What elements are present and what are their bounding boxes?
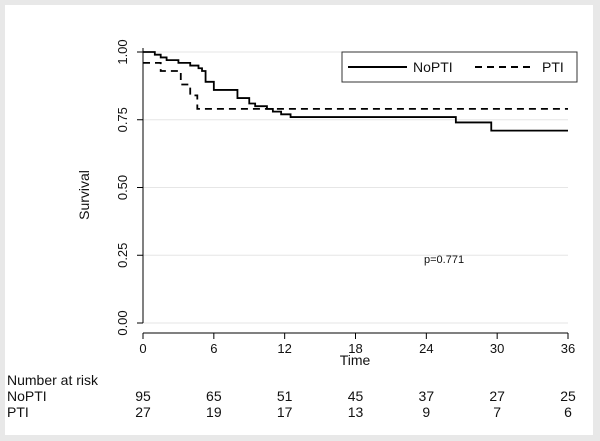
x-tick-label: 6 — [210, 341, 217, 356]
risk-value-NoPTI: 25 — [560, 388, 576, 404]
risk-value-PTI: 17 — [277, 404, 293, 420]
km-figure: 0.00 0.25 0.50 0.75 1.00 0 6 12 18 24 30 36 Surviva… — [5, 5, 593, 435]
y-tick-label: 0.50 — [115, 175, 130, 200]
y-tick-label: 0.25 — [115, 243, 130, 268]
legend-label-noPTI: NoPTI — [413, 59, 453, 75]
survival-curve-NoPTI — [143, 51, 568, 132]
x-tick-label: 0 — [139, 341, 146, 356]
grid-lines — [143, 51, 568, 324]
legend: NoPTI PTI — [341, 51, 578, 83]
y-tick-label: 1.00 — [115, 39, 130, 64]
risk-table-title: Number at risk — [7, 372, 99, 388]
risk-value-PTI: 6 — [564, 404, 572, 420]
risk-value-NoPTI: 65 — [206, 388, 222, 404]
survival-curves — [143, 51, 568, 132]
x-axis-title: Time — [340, 352, 371, 368]
risk-value-PTI: 27 — [135, 404, 151, 420]
x-tick-label: 12 — [277, 341, 291, 356]
legend-label-PTI: PTI — [542, 59, 564, 75]
x-tick-label: 24 — [419, 341, 433, 356]
risk-value-PTI: 13 — [348, 404, 364, 420]
risk-table: Number at risk NoPTI PTI 95 65 51 45 37 27 25 2… — [7, 372, 576, 420]
risk-value-NoPTI: 27 — [489, 388, 505, 404]
x-tick-label: 18 — [348, 341, 362, 356]
x-tick-label: 36 — [561, 341, 575, 356]
risk-value-NoPTI: 51 — [277, 388, 293, 404]
p-value-annotation: p=0.771 — [424, 254, 464, 266]
risk-values: 95 65 51 45 37 27 25 27 19 17 13 9 7 6 — [135, 388, 576, 420]
risk-value-NoPTI: 95 — [135, 388, 151, 404]
risk-value-PTI: 9 — [422, 404, 430, 420]
risk-value-NoPTI: 45 — [348, 388, 364, 404]
x-tick-label: 30 — [490, 341, 504, 356]
risk-value-PTI: 7 — [493, 404, 501, 420]
y-tick-label: 0.75 — [115, 107, 130, 132]
km-chart: 0.00 0.25 0.50 0.75 1.00 0 6 12 18 24 30 36 Surviva… — [7, 39, 578, 420]
risk-row-label-noPTI: NoPTI — [7, 388, 47, 404]
risk-value-PTI: 19 — [206, 404, 222, 420]
y-axis-title: Survival — [76, 170, 92, 220]
survival-curve-PTI — [143, 61, 568, 110]
risk-row-label-PTI: PTI — [7, 404, 29, 420]
axes: 0.00 0.25 0.50 0.75 1.00 0 6 12 18 24 30 36 — [115, 39, 575, 356]
y-tick-label: 0.00 — [115, 310, 130, 335]
risk-value-NoPTI: 37 — [419, 388, 435, 404]
